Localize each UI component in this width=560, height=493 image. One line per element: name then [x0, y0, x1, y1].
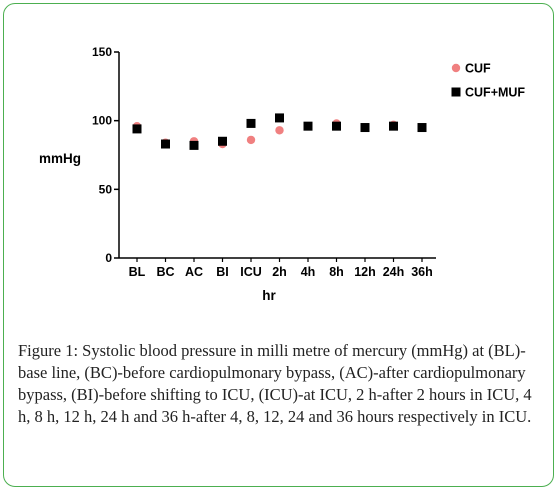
- cuf-muf-point: [161, 139, 170, 149]
- x-tick-label: 4h: [301, 265, 316, 279]
- legend-cuf-marker: [451, 63, 461, 73]
- cuf-muf-point: [303, 121, 313, 131]
- y-tick-label: 50: [99, 182, 113, 196]
- y-tick-label: 150: [92, 45, 112, 59]
- cuf-muf-point: [389, 121, 398, 131]
- caption-text: Systolic blood pressure in milli metre o…: [18, 341, 532, 426]
- x-tick-label: AC: [185, 265, 203, 279]
- x-tick-label: BC: [156, 265, 174, 279]
- x-tick-label: ICU: [240, 265, 262, 279]
- x-tick-label: 8h: [329, 265, 344, 279]
- cuf-point: [275, 126, 284, 135]
- scatter-chart: 0 50 100 150 BL BC AC BI ICU 2h 4h 8h 12h 24h 36h mmHg h…: [39, 45, 525, 303]
- y-axis-label: mmHg: [39, 151, 81, 166]
- cuf-muf-point: [246, 118, 256, 128]
- legend-label: CUF+MUF: [465, 86, 525, 100]
- cuf-muf-point: [417, 123, 427, 133]
- legend-cuf-muf-marker: [451, 87, 461, 97]
- x-tick-label: BI: [216, 265, 229, 279]
- x-tick-label: BL: [129, 265, 146, 279]
- x-tick-label: 24h: [383, 265, 405, 279]
- cuf-muf-point: [332, 121, 341, 131]
- caption-label: Figure 1:: [18, 341, 79, 360]
- legend-label: CUF: [465, 62, 491, 76]
- cuf-muf-point: [218, 136, 227, 146]
- y-tick-label: 0: [105, 251, 112, 265]
- cuf-muf-point: [132, 124, 142, 134]
- cuf-muf-point: [360, 123, 370, 133]
- cuf-muf-point: [189, 140, 199, 150]
- x-tick-label: 2h: [272, 265, 287, 279]
- figure-frame: [3, 3, 554, 487]
- cuf-muf-point: [275, 113, 284, 123]
- y-tick-label: 100: [92, 114, 112, 128]
- cuf-point: [246, 135, 256, 145]
- x-tick-label: 36h: [411, 265, 433, 279]
- x-tick-label: 12h: [354, 265, 376, 279]
- x-axis-label: hr: [262, 288, 276, 303]
- figure-caption: Figure 1: Systolic blood pressure in mil…: [18, 340, 542, 428]
